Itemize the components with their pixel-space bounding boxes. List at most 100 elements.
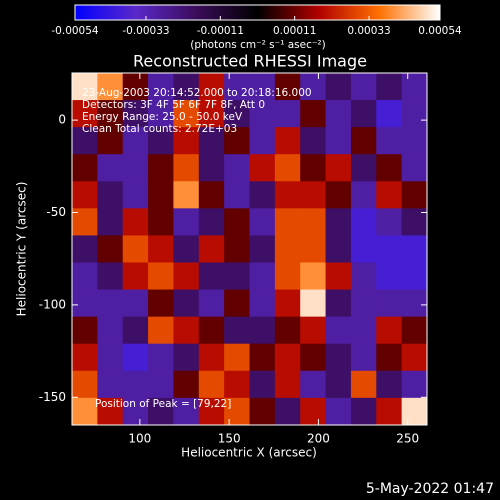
heatmap-cell — [325, 397, 352, 426]
heatmap-cell — [148, 181, 174, 209]
heatmap-cell — [198, 397, 225, 426]
heatmap-cell — [224, 316, 250, 345]
heatmap-cell — [224, 262, 250, 291]
chart-title: Reconstructed RHESSI Image — [133, 52, 367, 71]
heatmap-cell — [325, 262, 352, 291]
colorbar-tick-label: -0.00033 — [122, 25, 169, 37]
heatmap-cell — [274, 235, 301, 263]
heatmap-cell — [274, 343, 301, 372]
heatmap-cell — [224, 181, 250, 209]
heatmap-cell — [350, 181, 377, 209]
heatmap-cell — [198, 100, 225, 128]
heatmap-cell — [224, 235, 250, 263]
heatmap-cell — [401, 370, 428, 399]
heatmap-cell — [376, 73, 403, 101]
heatmap-cell — [173, 154, 200, 182]
heatmap-cell — [224, 397, 250, 426]
colorbar-tick-label: -0.00054 — [51, 25, 99, 37]
heatmap-cell — [122, 127, 149, 155]
heatmap-cell — [350, 370, 377, 399]
heatmap-cell — [300, 100, 327, 128]
heatmap-cell — [173, 262, 200, 291]
heatmap-cell — [148, 127, 174, 155]
heatmap-cell — [224, 73, 250, 101]
y-tick-label: 0 — [58, 113, 66, 127]
heatmap-cell — [122, 316, 149, 345]
colorbar-tick-label: 0.00054 — [418, 25, 462, 37]
heatmap-cell — [274, 127, 301, 155]
heatmap-cell — [300, 262, 327, 291]
heatmap-cell — [122, 289, 149, 318]
heatmap-cell — [350, 235, 377, 263]
heatmap-cell — [72, 370, 98, 399]
heatmap-cell — [300, 154, 327, 182]
heatmap-cell — [173, 289, 200, 318]
heatmap-cell — [224, 127, 250, 155]
heatmap-cell — [350, 100, 377, 128]
heatmap-cell — [325, 73, 352, 101]
heatmap-cell — [376, 100, 403, 128]
heatmap-cell — [72, 343, 98, 372]
heatmap-cell — [148, 316, 174, 345]
heatmap-cell — [350, 73, 377, 101]
plot-frame — [71, 72, 428, 426]
heatmap-cell — [122, 208, 149, 236]
heatmap-cell — [72, 154, 98, 182]
heatmap-cell — [401, 397, 428, 426]
heatmap-cell — [274, 208, 301, 236]
heatmap-cell — [300, 316, 327, 345]
heatmap-cell — [249, 154, 276, 182]
heatmap-cell — [148, 154, 174, 182]
heatmap-cell — [249, 262, 276, 291]
heatmap-cell — [325, 343, 352, 372]
heatmap-cell — [376, 370, 403, 399]
heatmap-cell — [173, 343, 200, 372]
heatmap-cell — [401, 289, 428, 318]
heatmap-cell — [350, 154, 377, 182]
heatmap-cell — [376, 316, 403, 345]
heatmap-cell — [198, 289, 225, 318]
heatmap-cell — [72, 316, 98, 345]
heatmap-cell — [249, 235, 276, 263]
heatmap-cell — [97, 343, 124, 372]
annotation: 23-Aug-2003 20:14:52.000 to 20:18:16.000 — [82, 87, 312, 99]
heatmap-cell — [122, 262, 149, 291]
heatmap-cell — [97, 370, 124, 399]
heatmap-cell — [350, 316, 377, 345]
heatmap-cell — [401, 154, 428, 182]
heatmap-cell — [97, 208, 124, 236]
heatmap-cell — [249, 100, 276, 128]
heatmap-cell — [325, 100, 352, 128]
heatmap-cell — [325, 289, 352, 318]
heatmap-cell — [97, 235, 124, 263]
heatmap-cell — [224, 343, 250, 372]
x-tick-label: 150 — [218, 432, 241, 446]
heatmap-cell — [122, 73, 149, 101]
heatmap-cell — [97, 289, 124, 318]
heatmap-cell — [173, 100, 200, 128]
heatmap-cell — [97, 127, 124, 155]
heatmap-cell — [198, 127, 225, 155]
heatmap-cell — [148, 289, 174, 318]
heatmap-cell — [173, 208, 200, 236]
heatmap-cell — [198, 181, 225, 209]
annotation: Detectors: 3F 4F 5F 6F 7F 8F, Att 0 — [82, 99, 265, 111]
heatmap-cell — [325, 154, 352, 182]
heatmap-cell — [300, 181, 327, 209]
annotation: Clean Total counts: 2.72E+03 — [82, 123, 237, 135]
heatmap-cell — [249, 316, 276, 345]
footer-date: 5-May-2022 01:47 — [366, 481, 494, 497]
colorbar-tick-label: 0.00033 — [347, 25, 390, 37]
heatmap-cell — [376, 397, 403, 426]
heatmap-cell — [350, 262, 377, 291]
heatmap-cell — [350, 127, 377, 155]
y-tick-label: -100 — [39, 297, 66, 311]
colorbar-tick-label: -0.00011 — [197, 25, 244, 37]
heatmap-cell — [173, 235, 200, 263]
heatmap-cell — [401, 181, 428, 209]
heatmap-cell — [198, 370, 225, 399]
heatmap-cell — [97, 316, 124, 345]
y-tick-label: -150 — [39, 390, 66, 404]
